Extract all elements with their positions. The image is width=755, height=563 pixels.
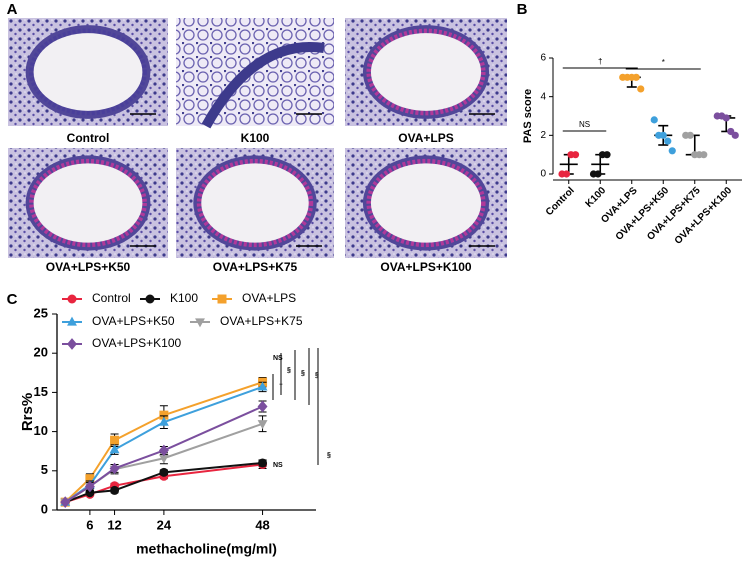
airway-epithelium [366,28,486,116]
legend-marker [145,294,155,304]
y-tick-label: 15 [34,384,48,399]
data-point [700,151,708,159]
legend-label: OVA+LPS+K100 [92,336,182,350]
data-point [650,116,658,124]
data-point [571,151,580,159]
micrograph [345,148,507,258]
airway-epithelium [196,158,314,248]
y-tick-label: 4 [540,91,546,102]
data-point [664,137,672,145]
x-axis-label: methacholine(mg/ml) [136,541,277,557]
legend-label: OVA+LPS+K75 [220,314,303,328]
legend-label: OVA+LPS [242,291,296,305]
image-caption: Control [67,131,110,145]
airway-lumen [370,163,482,243]
panel-label: B [517,1,528,18]
y-axis-label: Rrs% [19,393,36,431]
significance-label: NS [579,120,590,129]
significance-label: * [662,58,665,67]
micrograph [8,18,168,126]
x-tick-label: OVA+LPS+K100 [673,185,735,247]
data-point [257,381,268,391]
airway-wall [201,42,325,129]
micrograph [345,18,507,126]
x-tick-label: 24 [157,517,172,532]
data-point [562,170,571,178]
data-point [731,131,739,139]
data-point [110,435,120,445]
legend-marker [195,318,205,328]
panel-label: C [7,291,18,308]
significance-label: § [327,452,331,459]
data-point [159,467,169,477]
panel-label: A [7,1,18,18]
significance-label: † [598,57,602,66]
significance-label: § [301,370,305,377]
y-tick-label: 0 [540,169,546,180]
significance-label: NS [273,462,283,469]
airway-epithelium [29,158,147,248]
data-point [158,416,169,426]
y-tick-label: 0 [41,501,48,516]
data-point [686,131,694,139]
airway-lumen [33,33,143,111]
y-tick-label: 6 [540,53,546,64]
x-tick-label: K100 [584,185,609,210]
legend-marker [217,294,227,304]
legend-label: K100 [170,291,198,305]
data-point [258,458,268,468]
significance-label: † [279,383,283,390]
x-tick-label: 12 [107,517,121,532]
airway-epithelium [29,28,147,116]
data-point [594,170,602,178]
airway-lumen [370,33,482,111]
series-line [64,385,263,503]
legend-marker [67,294,77,304]
airway-lumen [201,163,309,243]
legend-label: OVA+LPS+K50 [92,314,175,328]
y-tick-label: 25 [34,305,48,320]
y-tick-label: 5 [41,462,48,477]
airway-epithelium [366,158,486,248]
significance-label: NS [273,355,283,362]
data-point [159,410,169,420]
legend-marker [67,316,77,326]
data-point [659,131,667,139]
airway-lumen [33,163,143,243]
x-tick-label: 6 [86,517,93,532]
image-caption: OVA+LPS [398,131,453,145]
x-tick-label: Control [544,185,577,218]
micrograph [176,148,334,258]
data-point [257,400,268,413]
data-point [158,454,169,464]
data-point [158,444,169,457]
image-caption: OVA+LPS+K50 [46,260,131,274]
data-point [110,485,120,495]
y-tick-label: 20 [34,345,48,360]
legend-label: Control [92,291,131,305]
micrograph [8,148,168,258]
data-point [257,420,268,430]
significance-label: § [315,372,319,379]
image-caption: OVA+LPS+K100 [380,260,471,274]
image-caption: K100 [241,131,270,145]
micrograph [176,18,334,129]
significance-label: § [287,367,291,374]
data-point [60,496,71,509]
y-tick-label: 10 [34,423,48,438]
data-point [603,151,611,159]
data-point [637,85,645,93]
data-point [84,480,95,493]
data-point [109,444,120,454]
image-caption: OVA+LPS+K75 [213,260,298,274]
y-tick-label: 2 [540,130,546,141]
x-tick-label: 48 [255,517,269,532]
data-point [722,114,730,122]
y-axis-label: PAS score [522,89,534,143]
data-point [668,147,676,155]
data-point [632,73,640,81]
data-point [109,462,120,475]
legend-marker [67,338,77,350]
